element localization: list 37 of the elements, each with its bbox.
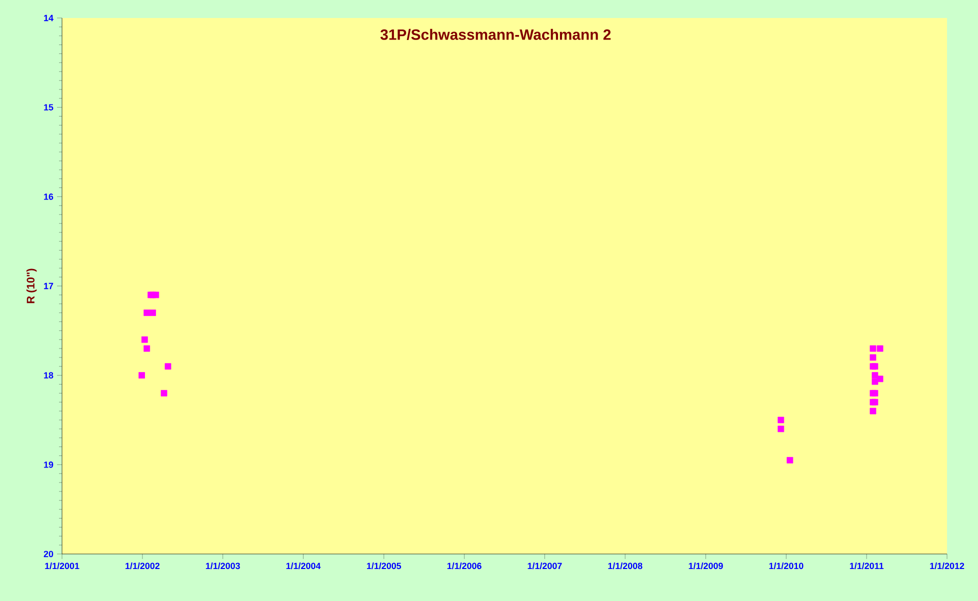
x-tick-label: 1/1/2011 (850, 562, 884, 570)
point (870, 345, 876, 352)
point (144, 345, 150, 352)
x-tick-label: 1/1/2004 (286, 562, 321, 570)
y-axis-title: R (10") (26, 268, 37, 304)
y-tick-label: 17 (44, 282, 54, 290)
x-tick-label: 1/1/2010 (769, 562, 804, 570)
y-tick-label: 19 (44, 461, 54, 468)
x-tick-label: 1/1/2007 (528, 562, 562, 570)
x-tick-label: 1/1/2012 (930, 562, 964, 570)
y-tick-label: 20 (44, 550, 54, 558)
y-tick-label: 15 (44, 104, 54, 110)
point (870, 408, 876, 414)
point (786, 456, 794, 464)
x-tick-label: 1/1/2009 (688, 562, 723, 570)
point (876, 345, 884, 352)
y-tick-label: 16 (44, 193, 54, 200)
point (150, 310, 156, 316)
point (152, 292, 160, 298)
x-tick-label: 1/1/2002 (126, 562, 160, 570)
point (870, 354, 876, 361)
x-tick-label: 1/1/2006 (447, 562, 482, 570)
point (141, 336, 148, 343)
point (778, 416, 784, 424)
text: 31P/Schwassmann-Wachmann 2 (380, 28, 611, 40)
y-tick-label: 18 (44, 372, 54, 379)
point (778, 426, 784, 432)
x-tick-label: 1/1/2008 (608, 562, 642, 570)
point (164, 363, 172, 370)
point (144, 310, 150, 316)
y-tick-label: 14 (44, 14, 54, 22)
point (876, 376, 884, 382)
x-tick-label: 1/1/2001 (45, 562, 80, 570)
x-tick-label: 1/1/2005 (367, 562, 402, 570)
x-tick-label: 1/1/2003 (206, 562, 240, 570)
point (138, 372, 145, 379)
point (160, 390, 168, 396)
